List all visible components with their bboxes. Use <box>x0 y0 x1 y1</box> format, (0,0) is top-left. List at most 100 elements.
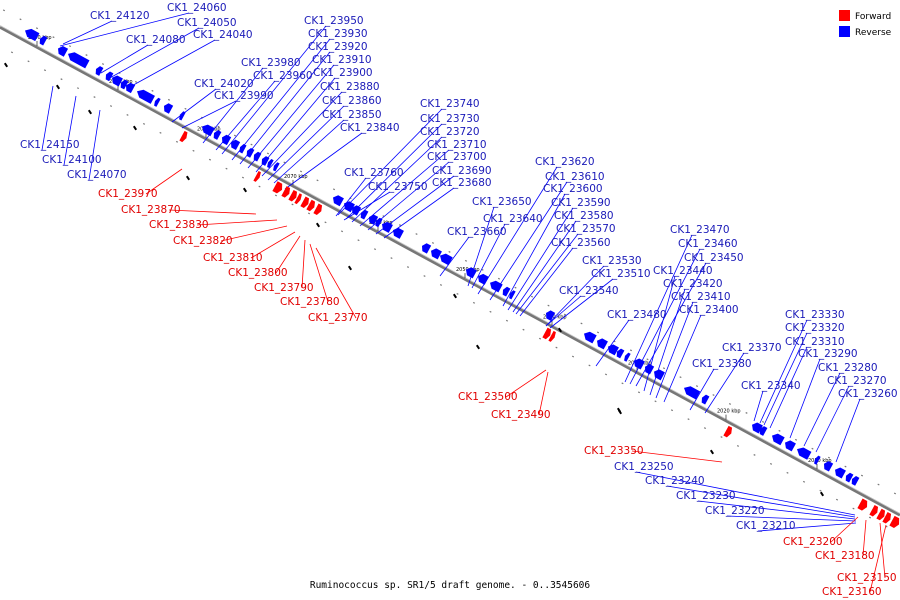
reverse-gene-shape <box>851 476 860 486</box>
reverse-gene-label: CK1_24020 <box>194 78 254 90</box>
forward-gene-label: CK1_23500 <box>458 391 518 403</box>
reverse-gene <box>845 472 854 483</box>
reverse-gene <box>431 248 442 260</box>
track-dash <box>208 158 212 161</box>
reverse-gene-shape <box>431 248 442 260</box>
reverse-gene-label: CK1_23280 <box>818 362 878 374</box>
track-dash <box>283 161 286 164</box>
reverse-gene <box>752 422 763 434</box>
reverse-gene <box>597 338 608 350</box>
forward-gene <box>294 193 302 205</box>
reverse-gene <box>701 394 710 405</box>
reverse-leader-line <box>127 39 216 89</box>
track-dash <box>860 474 864 477</box>
track-dash <box>192 149 195 152</box>
forward-leader-line <box>301 239 306 289</box>
track-dash <box>43 69 47 72</box>
reverse-gene <box>851 476 860 486</box>
reverse-gene-shape <box>68 52 90 69</box>
reverse-gene-label: CK1_23840 <box>340 122 400 134</box>
forward-gene <box>281 186 291 198</box>
reverse-gene <box>759 426 768 436</box>
reverse-gene <box>509 290 516 300</box>
reverse-leader-line <box>367 161 450 231</box>
reverse-leader-line <box>345 123 443 220</box>
reverse-gene-label: CK1_23740 <box>420 98 480 110</box>
reverse-leader-line <box>62 20 113 45</box>
reverse-leader-line <box>757 522 857 532</box>
track-dash <box>398 224 402 226</box>
track-dash <box>489 310 492 313</box>
reverse-gene-label: CK1_23220 <box>705 505 765 517</box>
reverse-gene-label: CK1_23730 <box>420 113 480 125</box>
reverse-gene-label: CK1_23860 <box>322 95 382 107</box>
track-dash <box>794 438 798 441</box>
reverse-gene <box>478 273 489 285</box>
forward-gene <box>889 515 900 528</box>
forward-gene-shape <box>294 193 302 205</box>
forward-gene <box>313 203 323 216</box>
reverse-gene-label: CK1_23270 <box>827 375 887 387</box>
gene-dash <box>475 344 481 350</box>
track-dash <box>373 248 377 251</box>
gene-dash <box>557 327 563 333</box>
reverse-leader-line <box>655 301 694 399</box>
track-dash <box>786 471 789 474</box>
forward-gene-shape <box>179 130 188 143</box>
reverse-gene-shape <box>25 28 40 42</box>
reverse-leader-line <box>255 77 336 173</box>
reverse-gene <box>137 89 155 104</box>
reverse-gene-shape <box>814 455 821 465</box>
reverse-leader-line <box>726 515 857 522</box>
track-dash <box>621 382 624 385</box>
track-dash <box>250 143 253 146</box>
reverse-gene <box>25 28 40 42</box>
track-dash <box>142 122 146 125</box>
forward-gene-label: CK1_23810 <box>203 252 263 264</box>
reverse-gene-shape <box>759 426 768 436</box>
reverse-gene-shape <box>360 209 369 220</box>
track-dash <box>159 131 162 134</box>
track-dash <box>390 257 393 260</box>
track-dash <box>547 304 550 307</box>
forward-gene-label: CK1_23180 <box>815 550 875 562</box>
reverse-gene-label: CK1_23600 <box>543 183 603 195</box>
reverse-gene-label: CK1_23640 <box>483 213 543 225</box>
track-dash <box>27 60 30 63</box>
reverse-gene <box>393 227 404 239</box>
track-dash <box>258 185 261 188</box>
track-dash <box>835 498 839 501</box>
reverse-gene <box>785 440 796 452</box>
track-dash <box>406 266 410 268</box>
reverse-gene-shape <box>261 156 270 166</box>
reverse-gene-shape <box>213 130 222 140</box>
reverse-gene <box>616 348 625 359</box>
track-dash <box>134 80 138 83</box>
reverse-gene-shape <box>393 227 404 239</box>
reverse-leader-line <box>247 64 335 169</box>
reverse-gene-shape <box>382 221 393 233</box>
reverse-gene-label: CK1_23540 <box>559 285 619 297</box>
track-dash <box>745 412 748 414</box>
reverse-gene <box>202 124 215 137</box>
reverse-gene <box>231 139 241 151</box>
track-dash <box>10 51 14 54</box>
track-dash <box>431 242 435 244</box>
track-dash <box>720 436 723 438</box>
track-dash <box>274 194 278 197</box>
legend-reverse-label: Reverse <box>855 28 892 38</box>
track-dash <box>728 403 732 405</box>
forward-leader-line <box>315 247 357 319</box>
reverse-gene-label: CK1_24070 <box>67 169 127 181</box>
forward-gene <box>548 330 556 342</box>
reverse-gene <box>466 267 477 279</box>
reverse-gene-shape <box>253 151 262 162</box>
track-dash <box>679 376 682 379</box>
reverse-gene-shape <box>120 79 129 90</box>
tick-label: 2100 kbp <box>28 35 52 41</box>
reverse-leader-line <box>519 247 574 317</box>
track-dash <box>291 203 294 206</box>
reverse-gene-shape <box>344 201 355 213</box>
track-dash <box>175 140 179 143</box>
reverse-gene <box>490 280 503 293</box>
